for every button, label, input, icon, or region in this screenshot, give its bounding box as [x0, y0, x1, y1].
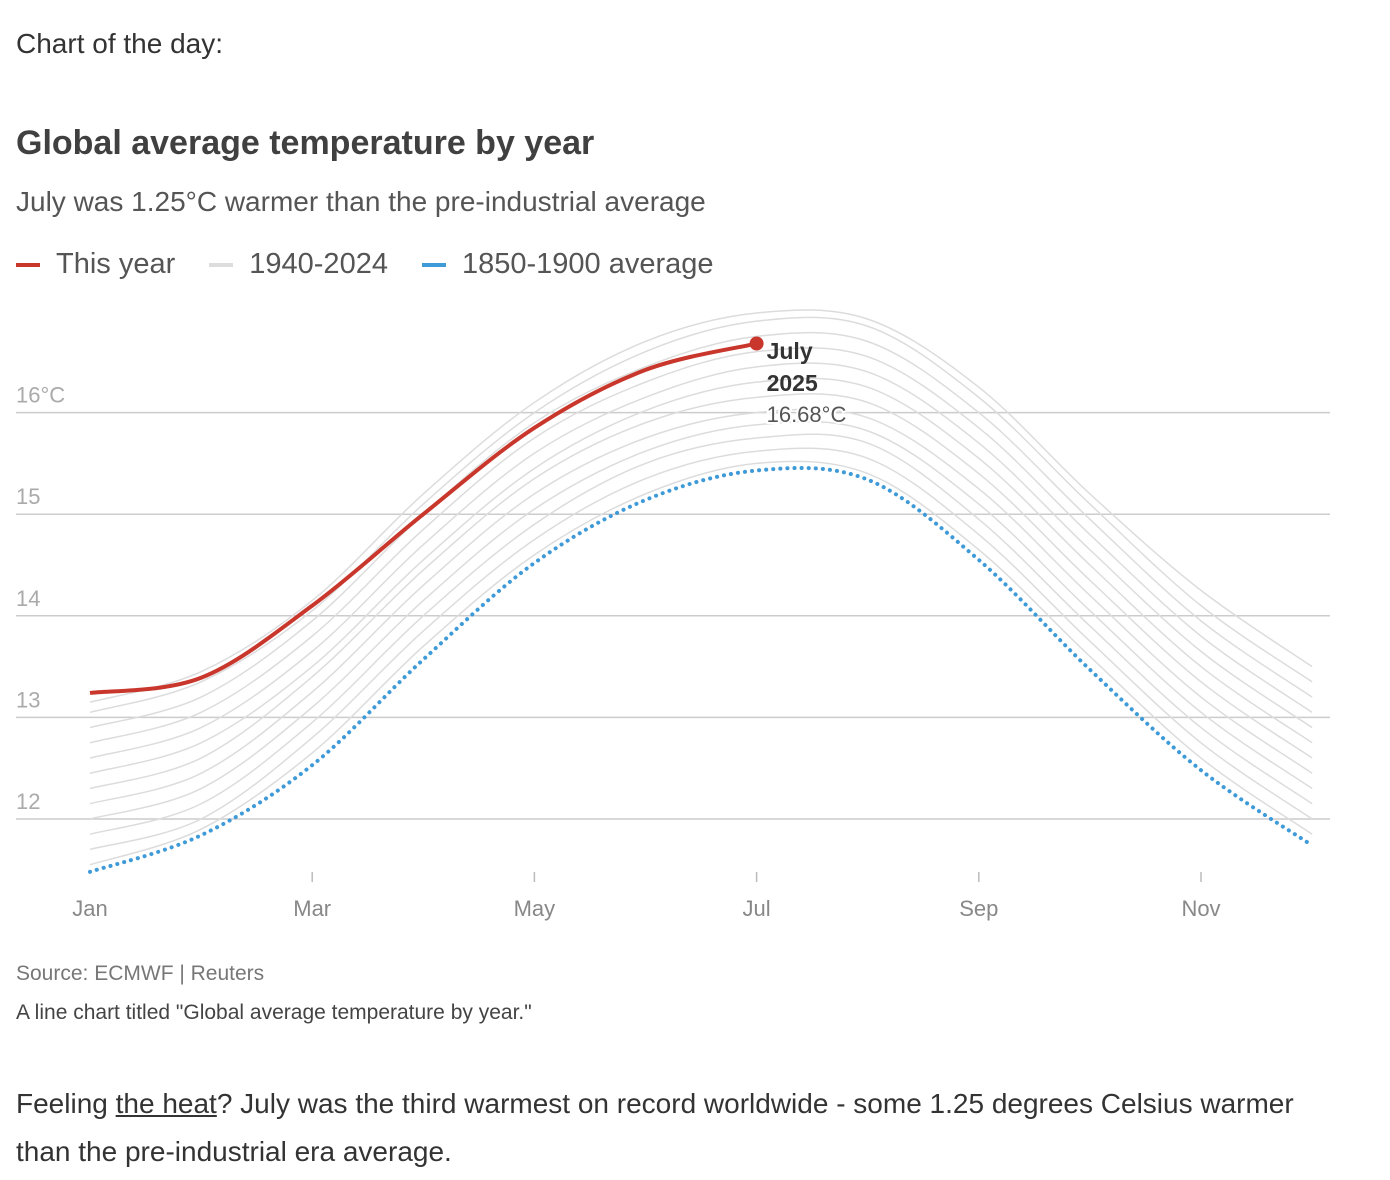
background-year-line	[89, 433, 1313, 835]
source: Source: ECMWF | Reuters	[16, 962, 265, 985]
legend-label: 1940-2024	[249, 248, 388, 280]
x-tick-label: Mar	[293, 896, 331, 921]
legend-label: This year	[56, 248, 176, 280]
chart-description: A line chart titled "Global average temp…	[16, 1001, 532, 1024]
background-year-line	[89, 420, 1313, 820]
this-year-line	[89, 341, 758, 695]
annotation-year: 2025	[767, 370, 818, 396]
chart-title: Global average temperature by year	[16, 124, 595, 162]
background-year-line	[89, 331, 1313, 729]
line-chart: 12 13 14 15 16°C Jan Mar May Jul Sep Nov July 2025 16…	[16, 309, 1330, 921]
the-heat-link[interactable]: the heat	[115, 1088, 217, 1119]
legend-swatch	[16, 262, 40, 267]
x-tick-label: Jan	[72, 896, 107, 921]
pre-industrial-average-line	[88, 466, 1315, 874]
legend: This year 1940-2024 1850-1900 average	[16, 248, 714, 281]
x-tick-label: May	[514, 896, 556, 921]
background-year-line	[89, 347, 1313, 744]
background-year-line	[89, 460, 1313, 866]
legend-item-average: 1850-1900 average	[421, 248, 714, 281]
y-tick-label: 15	[16, 484, 40, 509]
y-tick-label: 14	[16, 586, 40, 611]
y-tick-label: 13	[16, 687, 40, 712]
legend-item-1940-2024: 1940-2024	[209, 248, 388, 281]
background-year-line	[89, 447, 1313, 851]
background-year-line	[89, 316, 1313, 714]
intro-text: Chart of the day:	[16, 28, 224, 59]
legend-swatch	[209, 262, 234, 267]
annotation-value: 16.68°C	[767, 402, 847, 427]
background-year-line	[89, 377, 1313, 775]
x-tick-label: Jul	[743, 896, 771, 921]
background-year-line	[89, 393, 1313, 790]
this-year-endpoint	[749, 336, 764, 351]
x-tick-label: Nov	[1181, 896, 1220, 921]
body-paragraph: Feeling the heat? July was the third war…	[16, 1088, 1294, 1167]
annotation-month: July	[767, 338, 813, 364]
background-year-line	[89, 309, 1313, 703]
background-year-line	[89, 408, 1313, 805]
chart-subtitle: July was 1.25°C warmer than the pre-indu…	[16, 186, 706, 217]
background-year-line	[89, 362, 1313, 759]
y-tick-label: 12	[16, 789, 40, 814]
legend-label: 1850-1900 average	[461, 248, 714, 280]
y-tick-label: 16°C	[16, 383, 65, 408]
x-tick-label: Sep	[959, 896, 998, 921]
legend-swatch	[421, 262, 446, 267]
legend-item-this-year: This year	[16, 248, 175, 281]
